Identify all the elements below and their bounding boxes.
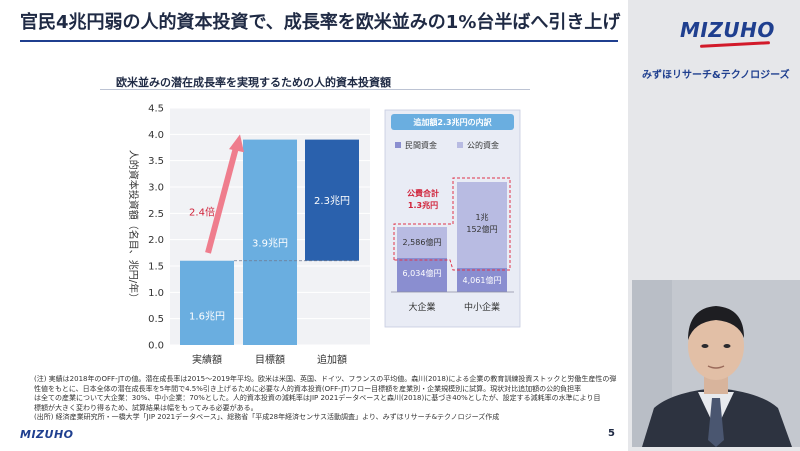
y-tick-label: 3.0 [148,183,164,194]
public-total-value: 1.3兆円 [408,200,438,210]
legend-swatch [395,142,401,148]
arrow-label: 2.4倍 [189,205,215,218]
footnote-line: 性値をもとに、日本全体の潜在成長率を5年間で4.5%引き上げるために必要な人的資… [34,384,582,393]
bar-value-label: 2.3兆円 [314,195,350,207]
y-tick-label: 2.5 [148,209,164,220]
slide: 官民4兆円弱の人的資本投資で、成長率を欧米並みの1%台半ばへ引き上げ 欧米並みの… [20,12,622,441]
footnote-line: は全ての産業について大企業：30%、中小企業：70%とした。人的資本投資の減耗率… [34,394,601,403]
footnote-line: 標額が大きく変わり得るため、試算結果は幅をもってみる必要がある。 [34,403,258,412]
legend-label: 公的資金 [467,140,499,150]
public-total-label: 公費合計 [407,188,439,198]
chart-title: 欧米並みの潜在成長率を実現するための人的資本投資額 [116,76,391,89]
category-label: 大企業 [408,301,435,313]
y-tick-label: 1.0 [148,288,164,299]
footnote-source: (出所) 経済産業研究所・一橋大学「JIP 2021データベース」、総務省「平成… [34,413,500,422]
breakdown-title-bg [391,114,514,130]
bar-sme-public [457,182,507,268]
title-divider [20,40,618,42]
bar-value-label: 6,034億円 [403,268,442,278]
page-number: 5 [608,428,615,439]
y-tick-label: 0.5 [148,314,164,325]
bar-value-label: 1.6兆円 [189,311,225,323]
chart-title-divider [100,89,530,90]
presenter-video [632,280,800,447]
category-label: 実績額 [192,353,222,366]
bar-sme-private [457,268,507,292]
bar-large-private [397,258,447,292]
category-label: 追加額 [317,353,347,366]
mizuho-logo: MIZUHO [680,18,775,42]
category-label: 目標額 [255,353,285,366]
y-tick-label: 4.5 [148,104,164,115]
presenter-icon [632,280,800,447]
arrow-head-icon [229,134,244,153]
breakdown-title: 追加額2.3兆円の内訳 [413,117,492,127]
y-tick-label: 3.5 [148,156,164,167]
category-label: 中小企業 [464,301,500,313]
legend-swatch [457,142,463,148]
page-title: 官民4兆円弱の人的資本投資で、成長率を欧米並みの1%台半ばへ引き上げ [20,12,621,33]
y-axis-label: 人的資本投資額（名目、兆円/年） [127,150,140,303]
bar-large-public [397,227,447,258]
bar-value-label: 152億円 [466,224,497,234]
y-tick-label: 1.5 [148,262,164,273]
y-tick-label: 4.0 [148,130,164,141]
bar-value-label: 1兆 [475,212,488,222]
brand-subtitle: みずほリサーチ&テクノロジーズ [642,70,790,81]
bar-value-label: 4,061億円 [463,275,502,285]
y-tick-label: 0.0 [148,341,164,352]
bar-3 [305,139,359,261]
bar-value-label: 2,586億円 [403,237,442,247]
footer-logo: MIZUHO [20,428,74,441]
bar-1 [180,260,234,345]
y-tick-label: 2.0 [148,235,164,246]
public-funds-outline [393,177,511,271]
legend-label: 民間資金 [405,140,437,150]
investment-chart: 0.0 0.5 1.0 1.5 2.0 2.5 3.0 3.5 4.0 4.5 人的資本投資額（名目… [127,104,521,366]
footnote-line: (注) 実績は2018年のOFF-JTの値。潜在成長率は2015～2019年平均… [34,375,617,383]
growth-arrow [205,146,239,254]
bar-2 [243,139,297,345]
footnotes: (注) 実績は2018年のOFF-JTの値。潜在成長率は2015～2019年平均… [34,375,622,423]
bar-value-label: 3.9兆円 [252,237,288,249]
